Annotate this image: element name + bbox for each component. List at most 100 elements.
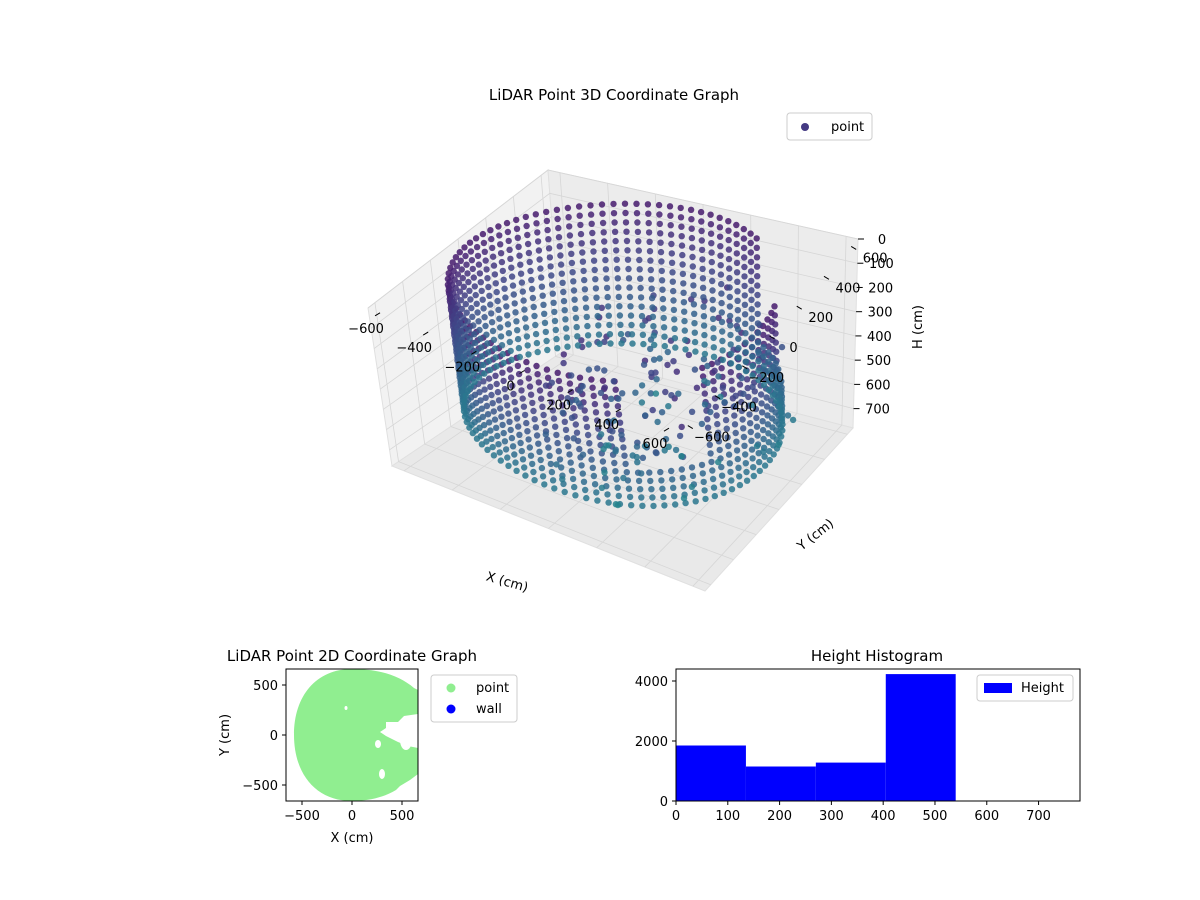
data-point-3d <box>728 486 736 493</box>
data-point-3d <box>710 353 718 360</box>
data-point-3d <box>504 321 512 328</box>
data-point-3d <box>566 380 574 387</box>
data-point-3d <box>464 387 472 395</box>
data-point-3d <box>534 371 541 378</box>
data-point-3d <box>452 254 460 261</box>
data-point-3d <box>536 448 543 455</box>
data-point-3d <box>654 418 661 426</box>
data-point-3d <box>731 412 738 419</box>
data-point-3d <box>665 443 672 450</box>
data-point-3d <box>689 472 697 480</box>
data-point-3d <box>506 418 513 425</box>
data-point-3d <box>462 392 469 399</box>
data-point-3d <box>658 258 665 265</box>
data-point-3d <box>595 331 603 338</box>
data-point-3d <box>665 403 672 410</box>
data-point-3d <box>752 405 760 413</box>
data-point-3d <box>568 250 575 257</box>
data-point-3d <box>660 305 667 312</box>
data-point-3d <box>742 330 749 337</box>
data-point-3d <box>642 412 649 419</box>
data-point-3d <box>680 280 687 287</box>
data-point-3d <box>710 344 717 351</box>
data-point-3d <box>570 405 577 412</box>
x-tick-3d <box>615 408 622 413</box>
data-point-3d <box>466 424 473 431</box>
ticks-histogram: 0 100 200 300 400 500 600 700 0 2000 4000 <box>635 675 1051 824</box>
data-point-3d <box>508 356 515 363</box>
data-point-3d <box>543 366 551 373</box>
data-point-3d <box>497 405 504 412</box>
data-point-3d <box>524 342 531 349</box>
data-point-3d <box>760 381 768 389</box>
data-point-3d <box>635 247 642 254</box>
data-point-3d <box>734 307 741 314</box>
data-point-3d <box>612 386 619 393</box>
data-point-3d <box>596 340 603 347</box>
data-point-3d <box>775 441 782 448</box>
data-point-3d <box>566 232 574 239</box>
data-point-3d <box>640 361 648 368</box>
data-point-3d <box>691 329 698 336</box>
data-point-3d <box>516 353 523 361</box>
data-point-3d <box>634 228 642 236</box>
data-point-3d <box>592 285 600 292</box>
data-point-3d <box>473 243 481 251</box>
data-point-3d <box>522 213 529 221</box>
data-point-3d <box>538 283 546 290</box>
data-point-3d <box>765 386 772 394</box>
data-point-3d <box>576 212 583 219</box>
data-point-3d <box>658 477 665 484</box>
data-point-3d <box>749 455 756 462</box>
z-tick-label-3d: 400 <box>867 330 892 345</box>
data-point-3d <box>726 274 733 282</box>
data-point-3d <box>528 285 536 293</box>
data-point-3d <box>525 436 532 443</box>
data-point-3d <box>701 401 709 408</box>
data-point-3d <box>488 319 496 326</box>
data-point-3d <box>550 299 557 306</box>
data-point-3d <box>721 399 728 406</box>
data-point-3d <box>700 322 708 329</box>
data-point-3d <box>580 478 588 485</box>
data-point-3d <box>541 319 549 327</box>
data-point-3d <box>472 291 479 299</box>
data-point-3d <box>682 499 689 507</box>
data-point-3d <box>590 257 598 264</box>
data-point-3d <box>544 346 551 354</box>
y-tick-3d <box>687 425 694 429</box>
data-point-3d <box>489 443 496 451</box>
data-point-3d <box>726 312 734 320</box>
data-point-3d <box>688 225 695 232</box>
data-point-3d <box>572 305 579 312</box>
data-point-3d <box>547 460 554 468</box>
data-point-3d <box>489 253 497 260</box>
data-point-3d <box>640 340 647 348</box>
data-point-3d <box>592 276 599 283</box>
x-tick-label-histogram: 300 <box>819 809 844 824</box>
z-tick-label-3d: 600 <box>866 378 891 393</box>
x-tick-label-2d: −500 <box>284 809 320 824</box>
x-tick-3d <box>422 331 429 336</box>
y-tick-3d <box>823 275 830 280</box>
data-point-3d <box>534 238 542 245</box>
data-point-3d <box>565 443 572 450</box>
data-point-3d <box>533 339 541 347</box>
data-point-3d <box>718 365 725 372</box>
data-point-3d <box>475 374 483 381</box>
data-point-3d <box>743 376 751 383</box>
data-point-3d <box>611 459 618 467</box>
grid-line <box>692 236 847 587</box>
data-point-3d <box>582 295 589 302</box>
data-point-3d <box>462 340 470 347</box>
data-point-3d <box>459 274 466 282</box>
data-point-3d <box>638 312 646 320</box>
data-point-3d <box>582 486 589 494</box>
data-point-3d <box>637 294 645 301</box>
legend-histogram-swatch <box>984 683 1012 693</box>
data-point-3d <box>485 283 492 291</box>
data-point-3d <box>747 428 754 436</box>
data-point-3d <box>746 411 753 418</box>
data-point-3d <box>760 448 767 455</box>
data-point-3d <box>697 208 705 216</box>
